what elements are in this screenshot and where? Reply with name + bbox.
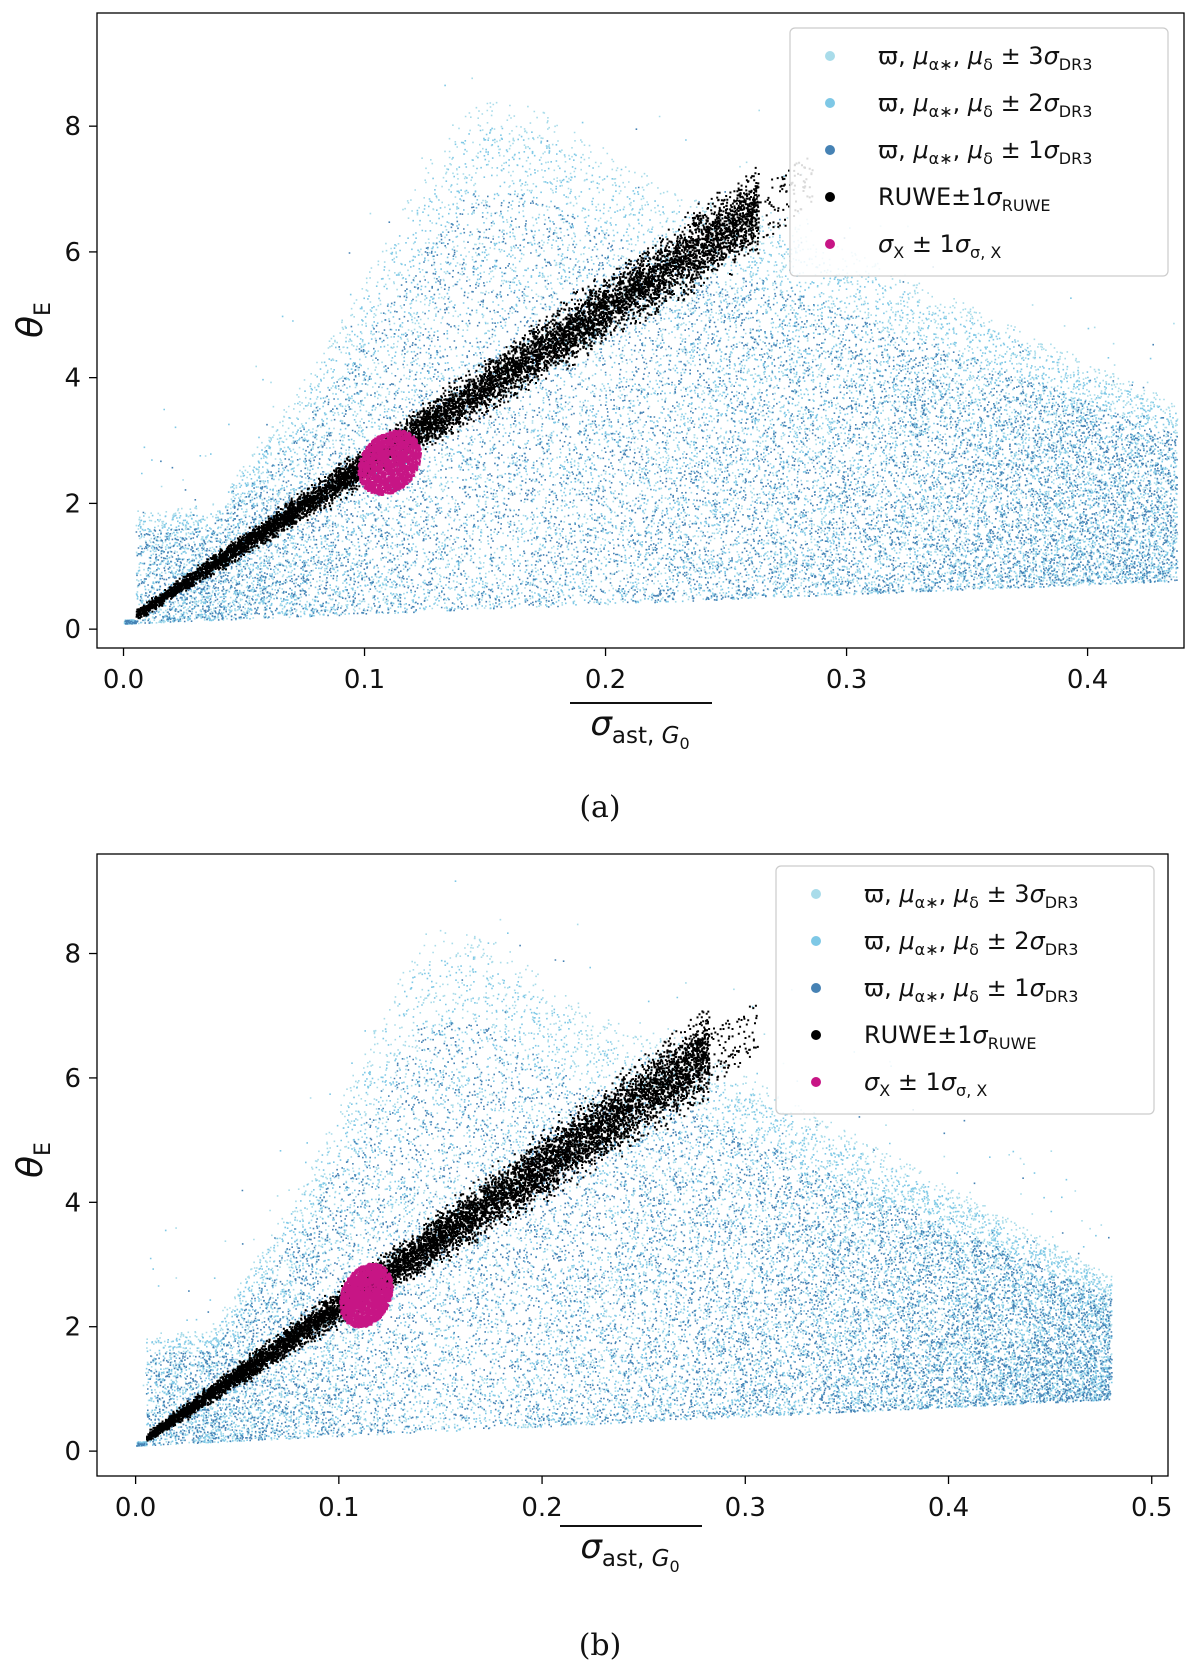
scatter-plot-a: 0.0 0.1 0.2 0.3 0.4 0 2 4 6 8 σast, G0 θE ϖ, μα∗, μδ…	[10, 12, 1185, 753]
legend: ϖ, μα∗, μδ ± 3σDR3 ϖ, μα∗, μδ ± 2σDR3 ϖ, μ…	[789, 27, 1169, 277]
panel-caption-a: (a)	[579, 790, 621, 825]
panel-a: 0.0 0.1 0.2 0.3 0.4 0 2 4 6 8 σast, G0 θE ϖ, μα∗, μδ…	[10, 12, 1185, 825]
legend-entry-1sigma: ϖ, μα∗, μδ ± 1σDR3	[825, 136, 1092, 168]
x-tick-label: 0.4	[1067, 665, 1108, 695]
legend-label: ϖ, μα∗, μδ ± 1σDR3	[864, 974, 1078, 1006]
legend-label: ϖ, μα∗, μδ ± 2σDR3	[864, 927, 1078, 959]
y-axis-label: θE	[10, 302, 56, 338]
legend-entry-ruwe: RUWE±1σRUWE	[825, 183, 1051, 215]
legend-label: RUWE±1σRUWE	[878, 183, 1051, 215]
legend-label: ϖ, μα∗, μδ ± 1σDR3	[878, 136, 1092, 168]
legend-marker	[811, 936, 821, 946]
x-tick-label: 0.3	[826, 665, 867, 695]
legend-marker	[825, 239, 835, 249]
axes-frame	[96, 853, 1169, 1477]
legend-label: σX ± 1σσ, X	[878, 230, 1001, 262]
y-tick-label: 8	[64, 112, 81, 142]
y-tick-label: 8	[64, 940, 81, 970]
points-ruwe	[146, 1004, 759, 1442]
y-tick-label: 0	[64, 1437, 81, 1467]
panel-caption-b: (b)	[578, 1628, 622, 1663]
plot-area	[136, 880, 1113, 1447]
y-tick-label: 2	[64, 489, 81, 519]
y-tick-label: 6	[64, 238, 81, 268]
x-axis-label: σast, G0	[590, 704, 689, 753]
x-tick-label: 0.0	[115, 1493, 156, 1523]
legend-entry-2sigma: ϖ, μα∗, μδ ± 2σDR3	[825, 89, 1092, 121]
panel-b: 0.0 0.1 0.2 0.3 0.4 0.5 0 2 4 6 8 σast, G0 θE ϖ, μα∗,…	[0, 840, 1200, 1679]
x-tick-label: 0.0	[103, 665, 144, 695]
legend-marker	[825, 51, 835, 61]
legend-marker	[825, 98, 835, 108]
x-tick-label: 0.2	[585, 665, 626, 695]
scatter-plot-b: 0.0 0.1 0.2 0.3 0.4 0.5 0 2 4 6 8 σast, G0 θE ϖ, μα∗,…	[10, 853, 1172, 1576]
y-tick-label: 4	[64, 364, 81, 394]
y-tick-label: 6	[64, 1064, 81, 1094]
legend-label: RUWE±1σRUWE	[864, 1021, 1037, 1053]
points-2sigma	[123, 84, 1179, 625]
legend-marker	[825, 145, 835, 155]
legend-entry-1sigma: ϖ, μα∗, μδ ± 1σDR3	[811, 974, 1078, 1006]
legend-entry-sigma-x: σX ± 1σσ, X	[825, 230, 1001, 262]
legend-label: ϖ, μα∗, μδ ± 3σDR3	[864, 880, 1078, 912]
x-axis-label: σast, G0	[580, 1527, 679, 1576]
legend: ϖ, μα∗, μδ ± 3σDR3 ϖ, μα∗, μδ ± 2σDR3 ϖ, μ…	[775, 865, 1155, 1115]
legend-entry-ruwe: RUWE±1σRUWE	[811, 1021, 1037, 1053]
x-tick-label: 0.1	[344, 665, 385, 695]
legend-label: σX ± 1σσ, X	[864, 1068, 987, 1100]
axes-frame	[96, 12, 1185, 649]
points-sigma-x	[339, 1262, 394, 1329]
legend-label: ϖ, μα∗, μδ ± 3σDR3	[878, 42, 1092, 74]
points-ruwe	[135, 157, 814, 620]
points-2sigma	[136, 880, 1113, 1447]
legend-marker	[825, 192, 835, 202]
legend-entry-sigma-x: σX ± 1σσ, X	[811, 1068, 987, 1100]
x-tick-label: 0.4	[928, 1493, 969, 1523]
x-tick-label: 0.1	[318, 1493, 359, 1523]
legend-marker	[811, 983, 821, 993]
legend-marker	[811, 1077, 821, 1087]
y-axis-label: θE	[10, 1142, 56, 1178]
legend-entry-3sigma: ϖ, μα∗, μδ ± 3σDR3	[811, 880, 1078, 912]
x-tick-label: 0.3	[725, 1493, 766, 1523]
y-tick-label: 4	[64, 1188, 81, 1218]
legend-marker	[811, 889, 821, 899]
legend-entry-2sigma: ϖ, μα∗, μδ ± 2σDR3	[811, 927, 1078, 959]
legend-marker	[811, 1030, 821, 1040]
x-tick-label: 0.5	[1131, 1493, 1172, 1523]
points-sigma-x	[357, 429, 422, 496]
y-tick-label: 0	[64, 615, 81, 645]
x-tick-label: 0.2	[521, 1493, 562, 1523]
legend-entry-3sigma: ϖ, μα∗, μδ ± 3σDR3	[825, 42, 1092, 74]
plot-area	[123, 77, 1179, 625]
legend-label: ϖ, μα∗, μδ ± 2σDR3	[878, 89, 1092, 121]
y-tick-label: 2	[64, 1313, 81, 1343]
